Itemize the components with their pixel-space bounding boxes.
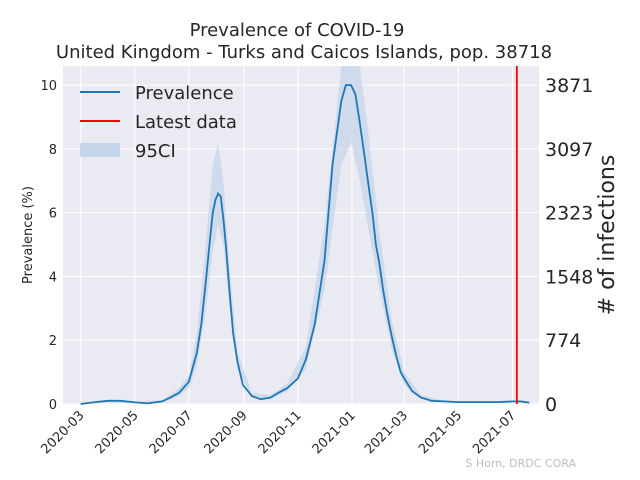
x-tick-label: 2020-11 [256,408,305,457]
y-tick-label: 2 [49,334,57,349]
y-axis-right-label: # of infections [595,155,620,316]
y-right-tick-label: 0 [545,394,557,416]
x-tick-label: 2021-01 [310,408,359,457]
legend: Prevalence Latest data 95CI [80,83,237,162]
x-tick-label: 2021-03 [362,408,411,457]
y-tick-label: 10 [40,79,57,94]
y-tick-label: 8 [49,143,57,158]
y-axis-label: Prevalence (%) [21,186,36,284]
prevalence-line [80,84,530,405]
x-tick-label: 2020-03 [39,408,88,457]
x-tick-label: 2020-05 [93,408,142,457]
plot-area [63,66,539,404]
y-axis-right-ticks: 0 774 1548 2323 3097 3871 [545,75,593,416]
legend-label-ci: 95CI [135,141,176,162]
y-right-tick-label: 3871 [545,75,593,97]
chart-title: Prevalence of COVID-19 [190,20,405,41]
y-tick-label: 0 [49,398,57,413]
credit-text: S Horn, DRDC CORA [465,457,576,470]
y-axis-left-ticks: 0 2 4 6 8 10 [40,79,57,413]
y-right-tick-label: 2323 [545,203,593,225]
x-tick-label: 2020-07 [147,408,196,457]
legend-label-latest: Latest data [135,112,237,133]
x-axis-ticks: 2020-03 2020-05 2020-07 2020-09 2020-11 2021-… [39,408,520,457]
y-right-tick-label: 1548 [545,266,593,288]
legend-swatch-ci [80,143,120,157]
legend-label-prevalence: Prevalence [135,83,234,104]
chart-subtitle: United Kingdom - Turks and Caicos Island… [56,42,552,63]
y-right-tick-label: 3097 [545,139,593,161]
y-tick-label: 6 [49,207,57,222]
y-tick-label: 4 [49,270,57,285]
grid-lines [63,66,539,405]
x-tick-label: 2021-05 [416,408,465,457]
y-right-tick-label: 774 [545,330,581,352]
x-tick-label: 2021-07 [470,408,519,457]
x-tick-label: 2020-09 [202,408,251,457]
